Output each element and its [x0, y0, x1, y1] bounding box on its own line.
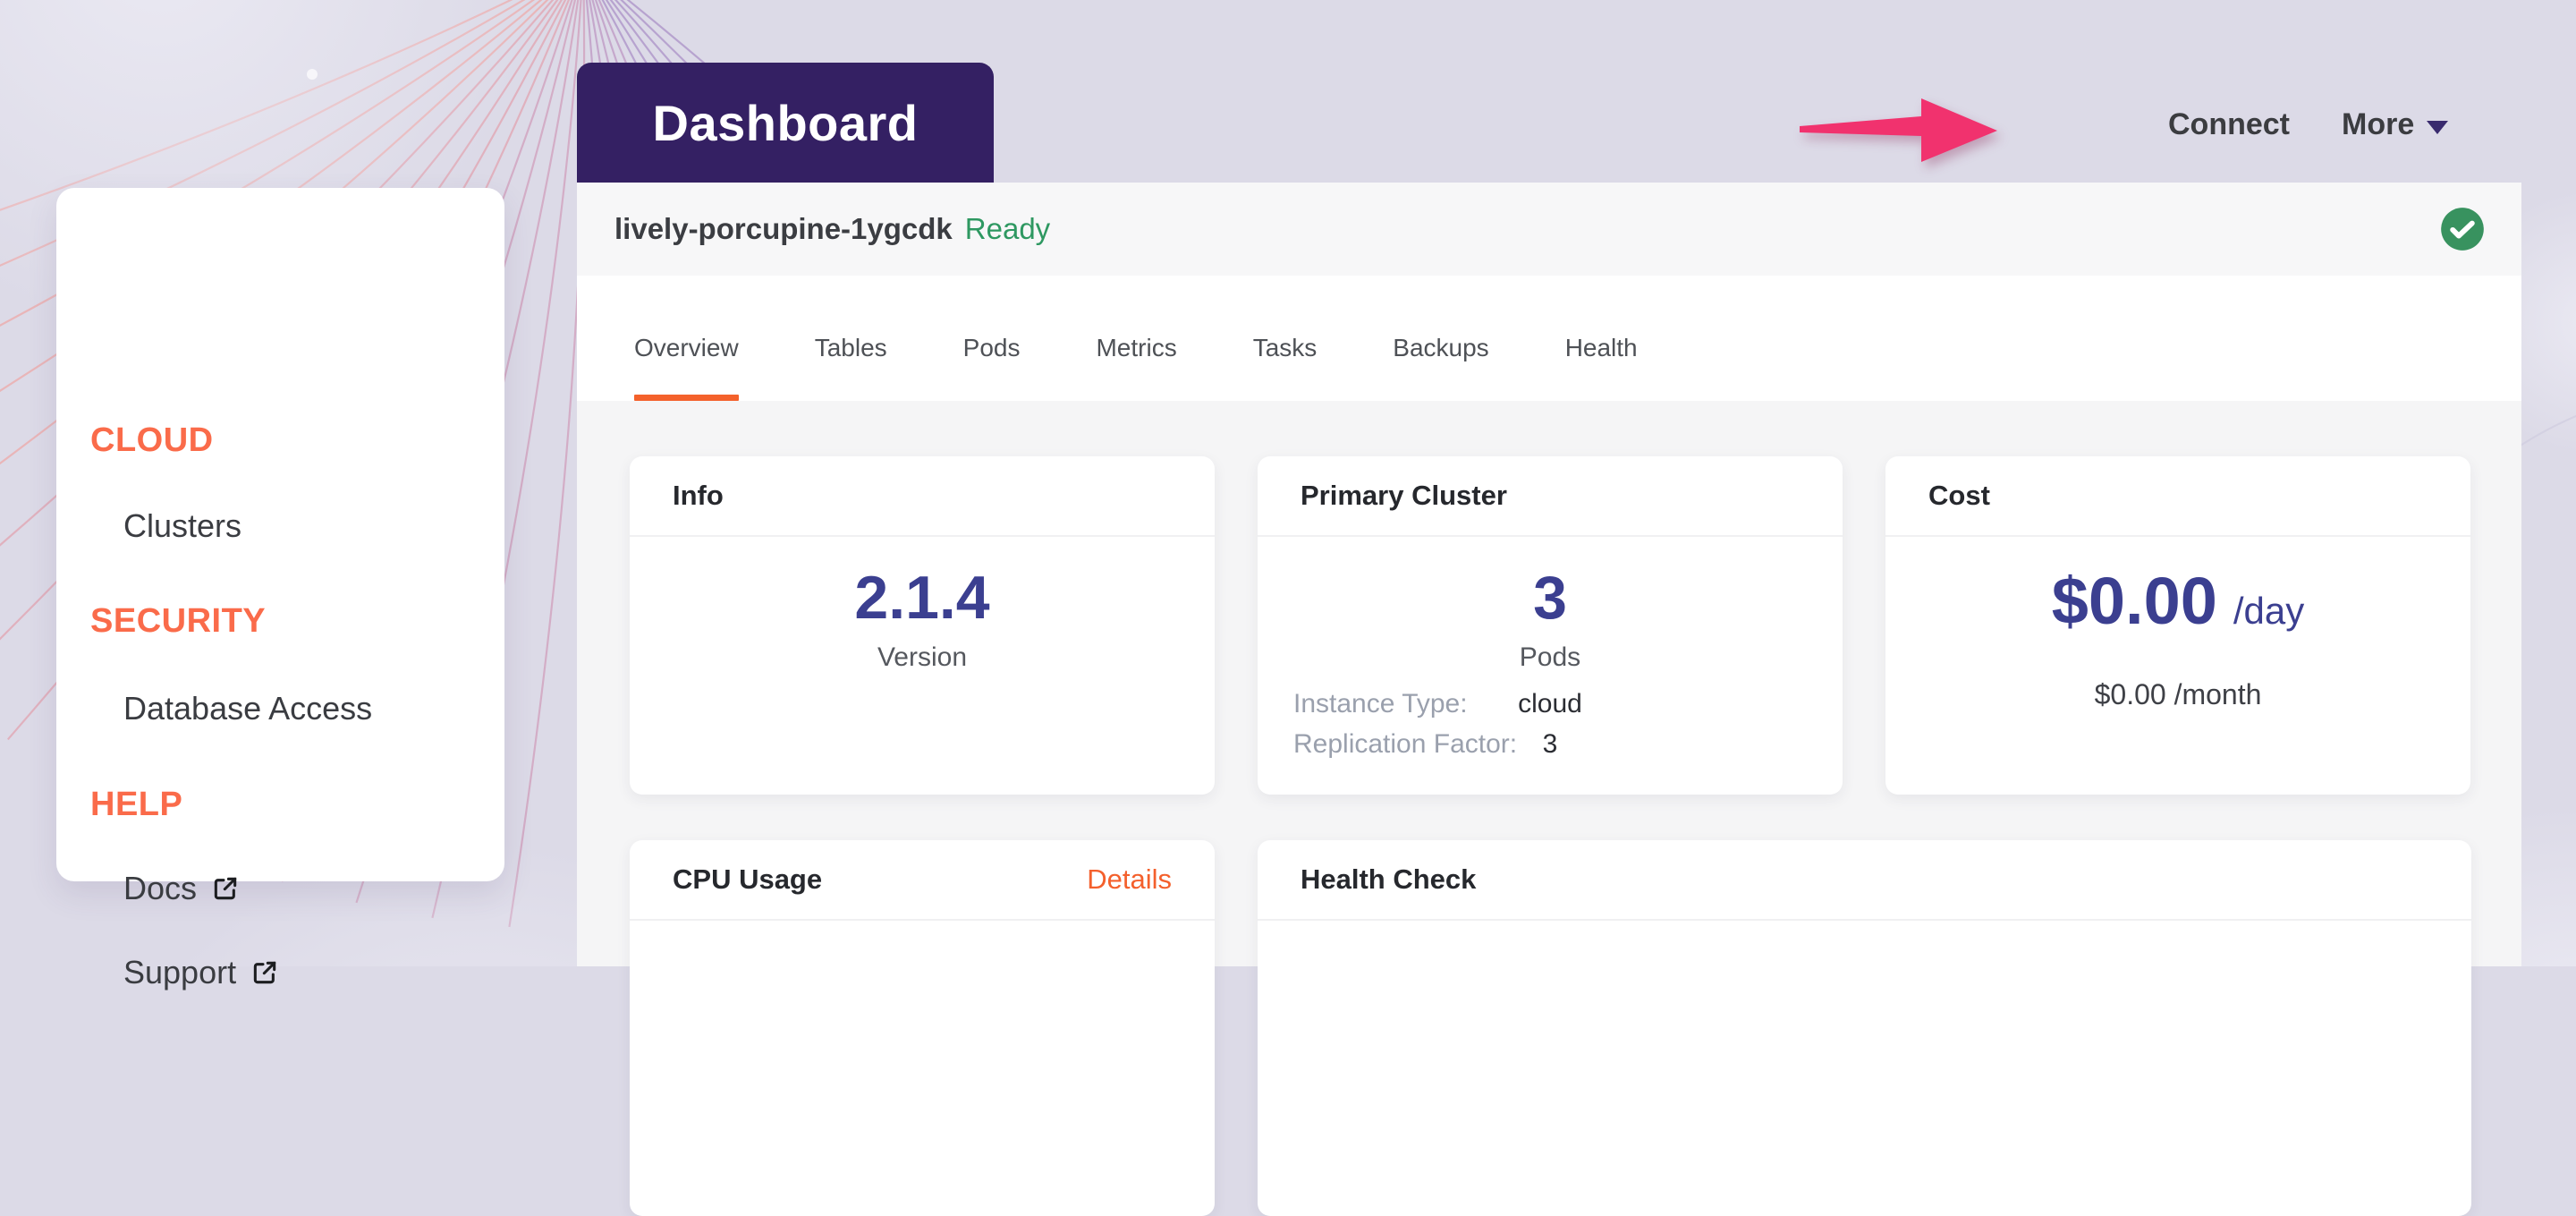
page-title-box: Dashboard [577, 63, 994, 183]
card-title: CPU Usage [673, 863, 823, 895]
more-button-label: More [2342, 106, 2415, 141]
sidebar-item-label: Docs [123, 870, 198, 906]
card-title: Health Check [1301, 863, 1477, 895]
primary-cluster-card: Primary Cluster 3 Pods Instance Type: cl… [1258, 456, 1843, 795]
info-card: Info 2.1.4 Version [630, 456, 1215, 795]
sidebar-item-database-access[interactable]: Database Access [123, 688, 372, 729]
sidebar-item-label: Clusters [123, 507, 242, 544]
cost-card: Cost $0.00 /day $0.00 /month [1885, 456, 2470, 795]
check-circle-icon [2441, 208, 2484, 251]
replication-factor-row: Replication Factor: 3 [1293, 725, 1807, 764]
instance-type-row: Instance Type: cloud [1293, 685, 1807, 724]
cost-per-day-unit: /day [2233, 590, 2305, 632]
card-title: Info [673, 480, 724, 511]
cluster-status-bar: lively-porcupine-1ygcdk Ready [577, 183, 2521, 276]
tab-backups[interactable]: Backups [1393, 334, 1489, 361]
sidebar-item-clusters[interactable]: Clusters [123, 506, 242, 547]
tab-health[interactable]: Health [1564, 334, 1638, 361]
cost-per-day-value: $0.00 [2051, 564, 2217, 638]
sidebar-section-cloud: CLOUD [90, 421, 214, 459]
external-link-icon [214, 877, 237, 900]
tab-label: Overview [634, 334, 739, 361]
cluster-name: lively-porcupine-1ygcdk [614, 212, 953, 245]
tab-pods[interactable]: Pods [962, 334, 1021, 361]
tabs: Overview Tables Pods Metrics Tasks Backu… [577, 276, 2521, 401]
instance-type-label: Instance Type: [1293, 689, 1468, 719]
pods-value: 3 [1533, 564, 1567, 632]
sidebar-item-label: Support [123, 954, 237, 991]
header-actions: Connect More [2168, 97, 2449, 152]
tab-tasks[interactable]: Tasks [1252, 334, 1318, 361]
sidebar-item-support[interactable]: Support [123, 952, 279, 993]
card-header: Info [630, 456, 1215, 537]
version-value: 2.1.4 [854, 564, 990, 632]
chevron-down-icon [2427, 120, 2449, 134]
card-header: Cost [1885, 456, 2470, 537]
connect-button[interactable]: Connect [2168, 106, 2290, 141]
active-tab-underline [634, 395, 739, 401]
replication-factor-value: 3 [1542, 729, 1558, 759]
page-title: Dashboard [652, 94, 919, 151]
instance-type-value: cloud [1518, 689, 1582, 719]
sidebar-item-docs[interactable]: Docs [123, 868, 240, 909]
tab-overview[interactable]: Overview [634, 295, 739, 401]
sidebar-section-security: SECURITY [90, 602, 267, 640]
tab-metrics[interactable]: Metrics [1096, 334, 1177, 361]
arrow-annotation [1800, 98, 1997, 162]
card-title: Cost [1928, 480, 1990, 511]
sidebar-section-help: HELP [90, 786, 183, 823]
pods-label: Pods [1519, 642, 1581, 672]
card-header: Primary Cluster [1258, 456, 1843, 537]
cost-per-month: $0.00 /month [2094, 678, 2262, 710]
sidebar-item-label: Database Access [123, 690, 373, 727]
replication-factor-label: Replication Factor: [1293, 729, 1518, 759]
sidebar: CLOUD Clusters SECURITY Database Access … [56, 188, 504, 991]
card-header: Health Check [1258, 840, 2471, 921]
card-title: Primary Cluster [1301, 480, 1507, 511]
cluster-status: Ready [964, 212, 1051, 245]
tab-tables[interactable]: Tables [814, 334, 887, 361]
version-label: Version [877, 642, 968, 672]
more-button[interactable]: More [2342, 106, 2449, 142]
external-link-icon [253, 961, 276, 984]
cpu-details-link[interactable]: Details [1087, 863, 1172, 895]
card-header: CPU Usage Details [630, 840, 1215, 921]
